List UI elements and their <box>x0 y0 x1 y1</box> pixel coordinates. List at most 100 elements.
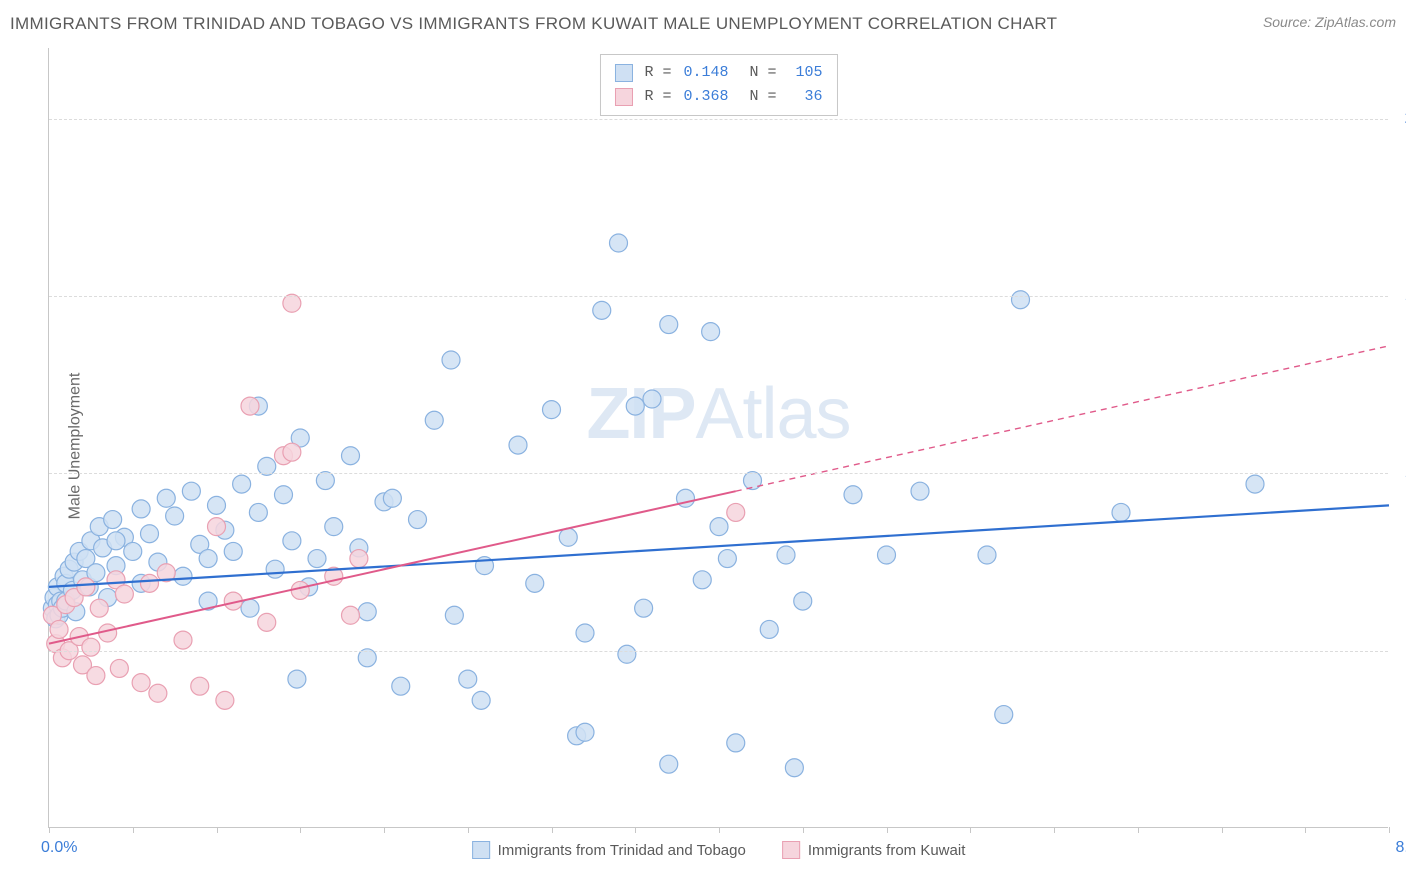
x-tick-mark <box>49 827 50 833</box>
data-point <box>1112 503 1130 521</box>
data-point <box>727 734 745 752</box>
data-point <box>660 755 678 773</box>
data-point <box>358 603 376 621</box>
data-point <box>878 546 896 564</box>
x-tick-mark <box>384 827 385 833</box>
plot-area: ZIPAtlas R =0.148N =105R =0.368N =36 0.0… <box>48 48 1388 828</box>
legend-swatch <box>614 88 632 106</box>
data-point <box>174 631 192 649</box>
data-point <box>618 645 636 663</box>
data-point <box>90 599 108 617</box>
data-point <box>166 507 184 525</box>
data-point <box>576 624 594 642</box>
data-point <box>233 475 251 493</box>
data-point <box>978 546 996 564</box>
data-point <box>174 567 192 585</box>
data-point <box>107 532 125 550</box>
data-point <box>157 489 175 507</box>
legend-stats-row: R =0.148N =105 <box>614 61 822 85</box>
x-tick-mark <box>1054 827 1055 833</box>
data-point <box>727 503 745 521</box>
gridline-h <box>49 119 1388 120</box>
legend-n-label: N = <box>750 61 777 85</box>
data-point <box>141 574 159 592</box>
data-point <box>283 532 301 550</box>
x-tick-mark <box>1389 827 1390 833</box>
data-point <box>249 503 267 521</box>
data-point <box>132 500 150 518</box>
legend-r-value: 0.148 <box>684 61 738 85</box>
data-point <box>275 486 293 504</box>
legend-stats-row: R =0.368N =36 <box>614 85 822 109</box>
data-point <box>115 585 133 603</box>
data-point <box>526 574 544 592</box>
data-point <box>760 620 778 638</box>
gridline-h <box>49 473 1388 474</box>
data-point <box>593 301 611 319</box>
data-point <box>777 546 795 564</box>
data-point <box>288 670 306 688</box>
y-tick-label: 10.0% <box>1394 464 1406 482</box>
data-point <box>710 518 728 536</box>
data-point <box>258 613 276 631</box>
legend-n-value: 105 <box>789 61 823 85</box>
legend-series-item: Immigrants from Trinidad and Tobago <box>472 841 746 859</box>
legend-series: Immigrants from Trinidad and Tobago Immig… <box>472 841 966 859</box>
chart-title: IMMIGRANTS FROM TRINIDAD AND TOBAGO VS I… <box>10 14 1057 33</box>
data-point <box>216 691 234 709</box>
data-point <box>149 684 167 702</box>
source-label: Source: ZipAtlas.com <box>1263 14 1396 30</box>
gridline-h <box>49 296 1388 297</box>
legend-series-item: Immigrants from Kuwait <box>782 841 966 859</box>
x-tick-mark <box>803 827 804 833</box>
data-point <box>77 578 95 596</box>
data-point <box>383 489 401 507</box>
legend-swatch <box>472 841 490 859</box>
legend-r-value: 0.368 <box>684 85 738 109</box>
data-point <box>693 571 711 589</box>
data-point <box>794 592 812 610</box>
data-point <box>425 411 443 429</box>
x-tick-mark <box>552 827 553 833</box>
data-point <box>1246 475 1264 493</box>
data-point <box>643 390 661 408</box>
data-point <box>472 691 490 709</box>
data-point <box>635 599 653 617</box>
data-point <box>50 620 68 638</box>
data-point <box>543 401 561 419</box>
data-point <box>911 482 929 500</box>
legend-n-value: 36 <box>789 85 823 109</box>
legend-stats: R =0.148N =105R =0.368N =36 <box>599 54 837 116</box>
data-point <box>182 482 200 500</box>
data-point <box>626 397 644 415</box>
x-tick-mark <box>887 827 888 833</box>
data-point <box>995 706 1013 724</box>
data-point <box>291 581 309 599</box>
x-tick-mark <box>300 827 301 833</box>
data-point <box>1012 291 1030 309</box>
data-point <box>241 397 259 415</box>
x-axis-min-label: 0.0% <box>41 839 77 857</box>
data-point <box>785 759 803 777</box>
data-point <box>104 511 122 529</box>
data-point <box>342 606 360 624</box>
data-point <box>241 599 259 617</box>
data-point <box>141 525 159 543</box>
data-point <box>844 486 862 504</box>
x-tick-mark <box>970 827 971 833</box>
data-point <box>350 550 368 568</box>
data-point <box>445 606 463 624</box>
x-axis-max-label: 8.0% <box>1396 839 1406 857</box>
y-tick-label: 15.0% <box>1394 287 1406 305</box>
legend-r-label: R = <box>644 85 671 109</box>
data-point <box>342 447 360 465</box>
gridline-h <box>49 651 1388 652</box>
data-point <box>559 528 577 546</box>
data-point <box>82 638 100 656</box>
data-point <box>509 436 527 454</box>
data-point <box>409 511 427 529</box>
x-tick-mark <box>635 827 636 833</box>
data-point <box>718 550 736 568</box>
x-tick-mark <box>1222 827 1223 833</box>
data-point <box>442 351 460 369</box>
